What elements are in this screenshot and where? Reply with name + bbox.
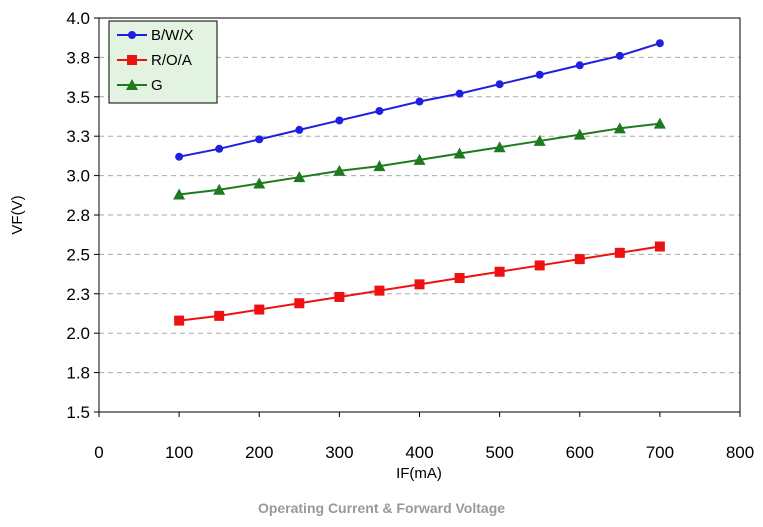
data-point xyxy=(654,241,665,252)
x-axis-title: IF(mA) xyxy=(396,465,442,482)
legend-marker xyxy=(127,55,137,65)
y-tick-label: 3.3 xyxy=(66,127,90,146)
x-tick-label: 800 xyxy=(726,443,754,462)
y-tick-label: 3.5 xyxy=(66,88,90,107)
x-tick-label: 600 xyxy=(566,443,594,462)
legend-marker xyxy=(128,31,136,39)
y-axis-title: VF(V) xyxy=(9,195,26,234)
data-point xyxy=(295,125,304,134)
legend-label: R/O/A xyxy=(151,52,192,69)
data-point xyxy=(173,188,186,200)
legend-entry: B/W/X xyxy=(117,27,194,44)
data-point xyxy=(253,177,266,189)
series-b-w-x xyxy=(175,39,664,161)
data-point xyxy=(374,285,385,296)
series-g xyxy=(173,117,666,200)
data-point xyxy=(653,117,666,129)
x-tick-label: 0 xyxy=(94,443,103,462)
data-point xyxy=(615,51,624,60)
data-point xyxy=(533,134,546,146)
legend-marker xyxy=(126,79,138,90)
y-tick-label: 1.5 xyxy=(66,403,90,422)
x-tick-label: 700 xyxy=(646,443,674,462)
x-axis-ticks: 0 100 200 300 400 500 600 700 800 xyxy=(94,412,754,462)
x-tick-label: 200 xyxy=(245,443,273,462)
data-point xyxy=(575,61,584,70)
data-point xyxy=(335,116,344,125)
data-point xyxy=(175,152,184,161)
data-point xyxy=(494,266,505,277)
data-point xyxy=(254,304,265,315)
data-point xyxy=(495,80,504,89)
y-tick-label: 4.0 xyxy=(66,9,90,28)
data-point xyxy=(493,141,506,153)
data-point xyxy=(454,273,465,284)
data-point xyxy=(614,247,625,258)
data-point xyxy=(534,260,545,271)
x-tick-label: 500 xyxy=(485,443,513,462)
y-tick-label: 2.5 xyxy=(66,245,90,264)
data-point xyxy=(573,128,586,140)
data-point xyxy=(333,164,346,176)
series-group xyxy=(173,39,666,326)
y-tick-label: 2.3 xyxy=(66,285,90,304)
data-point xyxy=(414,279,425,290)
data-point xyxy=(174,315,185,326)
series-r-o-a xyxy=(174,241,665,326)
data-point xyxy=(213,183,226,195)
data-point xyxy=(373,160,386,172)
legend: B/W/X R/O/A G xyxy=(108,20,218,104)
x-tick-label: 100 xyxy=(165,443,193,462)
data-point xyxy=(293,171,306,183)
data-point xyxy=(413,153,426,165)
data-point xyxy=(294,298,305,309)
data-point xyxy=(453,147,466,159)
y-tick-label: 2.8 xyxy=(66,206,90,225)
y-tick-label: 3.8 xyxy=(66,48,90,67)
x-tick-label: 400 xyxy=(405,443,433,462)
y-axis-ticks: 1.5 1.8 2.0 2.3 2.5 2.8 3.0 3.3 3.5 3.8 4.0 xyxy=(66,9,99,422)
data-point xyxy=(334,291,345,302)
data-point xyxy=(613,122,626,134)
line-chart: 1.5 1.8 2.0 2.3 2.5 2.8 3.0 3.3 3.5 3.8 4.0 0 100 20… xyxy=(9,9,754,482)
data-point xyxy=(455,89,464,98)
data-point xyxy=(415,97,424,106)
data-point xyxy=(214,310,225,321)
chart-caption: Operating Current & Forward Voltage xyxy=(257,500,506,516)
legend-label: G xyxy=(151,77,163,94)
y-tick-label: 3.0 xyxy=(66,167,90,186)
data-point xyxy=(535,70,544,79)
y-tick-label: 2.0 xyxy=(66,324,90,343)
grid-lines xyxy=(99,56,740,374)
data-point xyxy=(655,39,664,48)
legend-label: B/W/X xyxy=(151,27,194,44)
legend-entry: R/O/A xyxy=(117,52,192,69)
y-tick-label: 1.8 xyxy=(66,364,90,383)
legend-entry: G xyxy=(117,77,163,94)
data-point xyxy=(215,144,224,153)
data-point xyxy=(574,254,585,265)
data-point xyxy=(375,106,384,115)
x-tick-label: 300 xyxy=(325,443,353,462)
data-point xyxy=(255,135,264,144)
